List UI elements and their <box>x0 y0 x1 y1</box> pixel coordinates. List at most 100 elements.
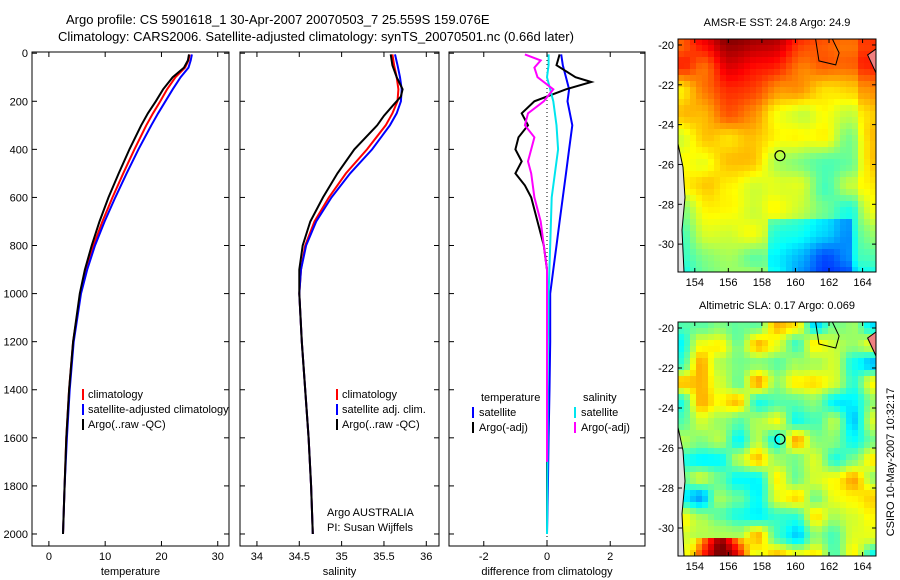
map-cell <box>738 141 745 148</box>
map-cell <box>864 159 871 166</box>
map-cell <box>750 424 757 431</box>
map-cell <box>852 448 859 455</box>
map-cell <box>756 213 763 220</box>
map-cell <box>690 63 697 70</box>
map-cell <box>690 177 697 184</box>
map-cell <box>744 514 751 521</box>
map-cell <box>714 478 721 485</box>
map-cell <box>852 255 859 262</box>
map-cell <box>714 51 721 58</box>
map-cell <box>684 87 691 94</box>
map-cell <box>858 376 865 383</box>
map-cell <box>798 418 805 425</box>
map-cell <box>732 165 739 172</box>
map-cell <box>720 412 727 419</box>
map-cell <box>786 526 793 533</box>
map-cell <box>756 442 763 449</box>
map-cell <box>780 213 787 220</box>
map-cell <box>828 57 835 64</box>
map-cell <box>792 219 799 226</box>
map-cell <box>804 39 811 46</box>
map-cell <box>858 346 865 353</box>
map-cell <box>810 81 817 88</box>
map-cell <box>792 201 799 208</box>
map-cell <box>696 334 703 341</box>
map-cell <box>852 165 859 172</box>
map-cell <box>702 448 709 455</box>
map-cell <box>810 51 817 58</box>
map-cell <box>852 502 859 509</box>
legend-header-salinity: salinity <box>583 392 617 404</box>
map-cell <box>774 526 781 533</box>
map-cell <box>822 400 829 407</box>
map-cell <box>720 141 727 148</box>
map-cell <box>732 69 739 76</box>
map-cell <box>744 484 751 491</box>
map-cell <box>702 153 709 160</box>
map-cell <box>678 129 685 136</box>
map-cell <box>852 171 859 178</box>
map-cell <box>840 502 847 509</box>
map-cell <box>762 448 769 455</box>
map-cell <box>834 496 841 503</box>
map-cell <box>804 526 811 533</box>
map-cell <box>756 394 763 401</box>
map-cell <box>834 544 841 551</box>
map-cell <box>852 177 859 184</box>
map-cell <box>684 141 691 148</box>
map-cell <box>822 207 829 214</box>
map-cell <box>828 153 835 160</box>
map-cell <box>846 466 853 473</box>
map-cell <box>840 117 847 124</box>
map-cell <box>780 334 787 341</box>
map-cell <box>732 147 739 154</box>
map-cell <box>756 328 763 335</box>
map-cell <box>828 472 835 479</box>
map-cell <box>690 231 697 238</box>
map-cell <box>804 382 811 389</box>
map-cell <box>834 129 841 136</box>
map-cell <box>702 171 709 178</box>
y-tick-label: -26 <box>658 159 674 171</box>
map-cell <box>840 39 847 46</box>
map-cell <box>696 171 703 178</box>
map-cell <box>762 424 769 431</box>
map-cell <box>756 388 763 395</box>
map-cell <box>828 370 835 377</box>
map-cell <box>834 538 841 545</box>
map-cell <box>834 141 841 148</box>
map-cell <box>774 400 781 407</box>
map-cell <box>702 93 709 100</box>
map-cell <box>858 213 865 220</box>
map-cell <box>840 382 847 389</box>
map-cell <box>768 526 775 533</box>
map-cell <box>762 117 769 124</box>
map-cell <box>810 129 817 136</box>
map-cell <box>720 57 727 64</box>
map-cell <box>858 358 865 365</box>
map-cell <box>702 532 709 539</box>
map-cell <box>756 201 763 208</box>
map-cell <box>798 400 805 407</box>
map-cell <box>750 39 757 46</box>
map-cell <box>684 75 691 82</box>
map-cell <box>858 261 865 268</box>
map-cell <box>846 231 853 238</box>
map-cell <box>780 496 787 503</box>
map-cell <box>852 141 859 148</box>
map-cell <box>750 352 757 359</box>
map-cell <box>774 213 781 220</box>
map-cell <box>744 57 751 64</box>
map-cell <box>702 261 709 268</box>
map-cell <box>708 400 715 407</box>
map-cell <box>846 406 853 413</box>
map-cell <box>750 189 757 196</box>
map-cell <box>858 532 865 539</box>
map-cell <box>726 424 733 431</box>
map-cell <box>828 93 835 100</box>
map-cell <box>792 358 799 365</box>
map-cell <box>708 496 715 503</box>
map-cell <box>702 255 709 262</box>
map-cell <box>726 388 733 395</box>
map-cell <box>852 358 859 365</box>
